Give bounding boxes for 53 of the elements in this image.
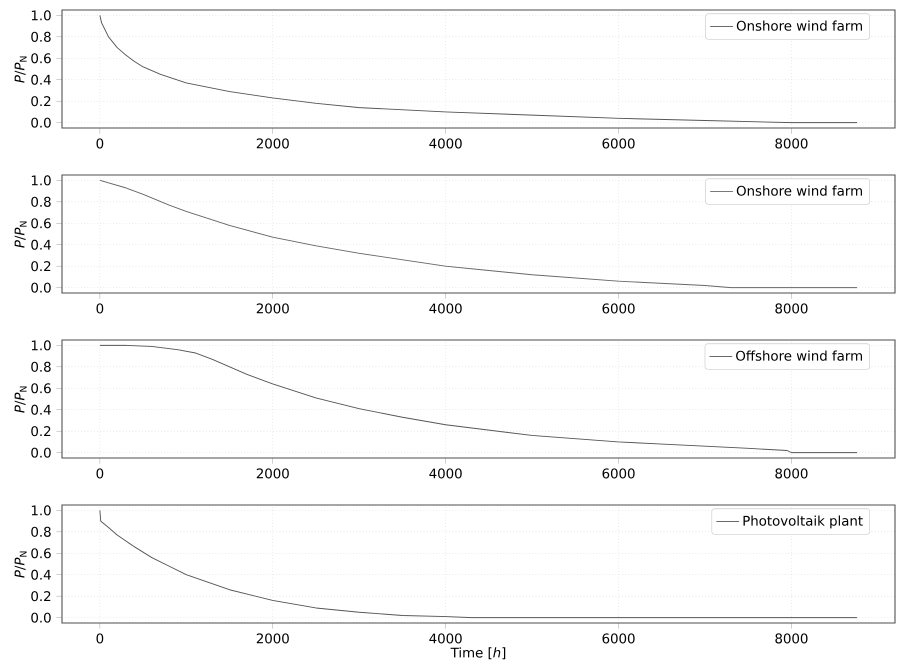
x-tick-label: 0 xyxy=(96,634,104,644)
y-tick-label: 0.0 xyxy=(31,282,51,293)
y-tick-label: 0.4 xyxy=(31,570,51,580)
y-tick-label: 1.0 xyxy=(32,10,51,21)
y-tick-label: 0.2 xyxy=(31,261,50,272)
x-tick-label: 2000 xyxy=(256,468,289,479)
y-tick-label: 0.4 xyxy=(31,404,51,415)
legend-label: Offshore wind farm xyxy=(736,350,862,361)
y-tick-label: 0.4 xyxy=(31,74,51,85)
y-axis-title: P/P$_{N}$ xyxy=(14,222,27,248)
y-tick-label: 0.4 xyxy=(31,240,51,250)
y-tick-label: 0.2 xyxy=(31,591,50,602)
y-tick-label: 0.8 xyxy=(31,196,51,208)
x-tick-label: 8000 xyxy=(775,304,808,314)
y-tick-label: 1.0 xyxy=(32,340,51,351)
x-tick-label: 6000 xyxy=(602,138,635,149)
x-tick-label: 0 xyxy=(96,138,104,149)
y-axis-title: P/P$_{N}$ xyxy=(14,56,27,83)
x-tick-label: 6000 xyxy=(602,634,635,644)
x-tick-label: 8000 xyxy=(775,634,808,644)
y-tick-label: 0.2 xyxy=(31,426,50,436)
legend-label: Photovoltaik plant xyxy=(744,516,863,529)
y-tick-label: 0.6 xyxy=(31,383,51,394)
y-tick-label: 0.8 xyxy=(31,526,51,538)
x-tick-label: 2000 xyxy=(256,304,289,314)
y-tick-label: 0.6 xyxy=(31,53,51,64)
x-tick-label: 4000 xyxy=(429,304,462,314)
y-tick-label: 0.6 xyxy=(31,218,51,228)
y-tick-label: 0.0 xyxy=(31,612,51,623)
x-tick-label: 2000 xyxy=(256,634,289,644)
x-axis-title: Time [h] xyxy=(450,647,506,660)
y-tick-label: 0.8 xyxy=(31,362,51,372)
y-tick-label: 1.0 xyxy=(32,505,51,516)
y-tick-label: 0.8 xyxy=(31,32,51,42)
x-tick-label: 6000 xyxy=(602,468,635,479)
y-tick-label: 0.6 xyxy=(31,548,51,558)
y-tick-label: 0.2 xyxy=(31,96,50,106)
x-tick-label: 8000 xyxy=(775,138,808,149)
x-tick-label: 4000 xyxy=(429,634,462,644)
y-tick-label: 0.0 xyxy=(31,118,51,128)
y-tick-label: 1.0 xyxy=(32,175,51,186)
x-tick-label: 2000 xyxy=(256,138,289,149)
x-tick-label: 6000 xyxy=(602,304,635,314)
x-tick-label: 4000 xyxy=(429,138,462,149)
x-tick-label: 0 xyxy=(96,468,104,479)
x-tick-label: 4000 xyxy=(429,468,462,479)
y-axis-title: P/P$_{N}$ xyxy=(14,386,27,413)
y-tick-label: 0.0 xyxy=(31,448,51,458)
y-axis-title: P/P$_{N}$ xyxy=(14,552,27,578)
legend-label: Onshore wind farm xyxy=(736,20,862,31)
legend-label: Onshore wind farm xyxy=(736,186,862,196)
x-tick-label: 8000 xyxy=(775,468,808,479)
x-tick-label: 0 xyxy=(96,304,104,314)
